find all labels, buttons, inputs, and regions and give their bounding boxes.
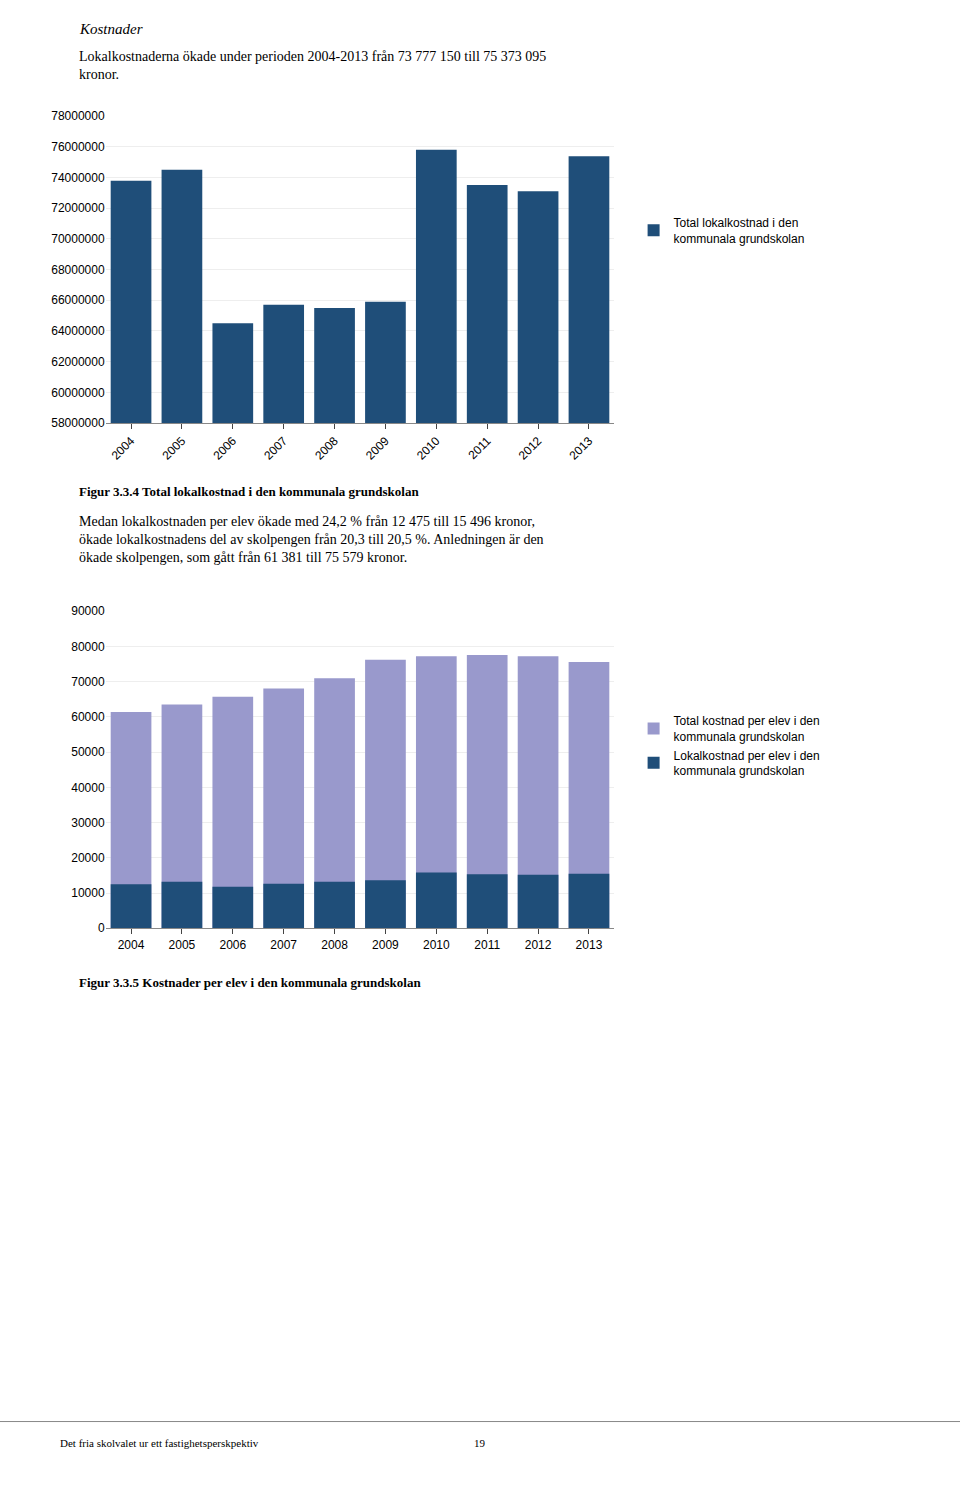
- svg-text:20000: 20000: [71, 851, 105, 865]
- svg-text:Medan lokalkostnaden per elev: Medan lokalkostnaden per elev ökade med …: [79, 514, 544, 565]
- svg-text:2004: 2004: [109, 434, 138, 463]
- svg-text:70000: 70000: [71, 675, 105, 689]
- svg-text:2007: 2007: [261, 434, 290, 463]
- svg-text:0: 0: [98, 921, 105, 935]
- svg-text:2005: 2005: [169, 938, 196, 952]
- svg-text:2007: 2007: [270, 938, 297, 952]
- svg-text:2010: 2010: [414, 434, 443, 463]
- svg-text:19: 19: [474, 1437, 486, 1449]
- svg-text:74000000: 74000000: [51, 171, 105, 185]
- svg-text:64000000: 64000000: [51, 324, 105, 338]
- svg-text:2012: 2012: [525, 938, 552, 952]
- svg-text:68000000: 68000000: [51, 263, 105, 277]
- svg-text:2013: 2013: [576, 938, 603, 952]
- svg-text:Lokalkostnad per elev i denkom: Lokalkostnad per elev i denkommunala gru…: [674, 749, 820, 779]
- svg-text:50000: 50000: [71, 745, 105, 759]
- svg-text:60000000: 60000000: [51, 386, 105, 400]
- svg-text:40000: 40000: [71, 781, 105, 795]
- svg-text:Det fria skolvalet ur ett fast: Det fria skolvalet ur ett fastighetspers…: [60, 1437, 259, 1449]
- svg-text:2005: 2005: [160, 434, 189, 463]
- svg-text:2006: 2006: [210, 434, 239, 463]
- svg-text:Kostnader: Kostnader: [79, 21, 143, 37]
- svg-text:76000000: 76000000: [51, 140, 105, 154]
- svg-text:80000: 80000: [71, 640, 105, 654]
- svg-text:2008: 2008: [321, 938, 348, 952]
- svg-text:Figur 3.3.4 Total lokalkostnad: Figur 3.3.4 Total lokalkostnad i den kom…: [79, 484, 419, 499]
- svg-text:Total kostnad per elev i denko: Total kostnad per elev i denkommunala gr…: [674, 714, 820, 744]
- svg-text:2009: 2009: [363, 434, 392, 463]
- svg-text:2006: 2006: [219, 938, 246, 952]
- svg-text:62000000: 62000000: [51, 355, 105, 369]
- svg-text:72000000: 72000000: [51, 201, 105, 215]
- svg-text:30000: 30000: [71, 816, 105, 830]
- svg-text:2009: 2009: [372, 938, 399, 952]
- svg-text:58000000: 58000000: [51, 416, 105, 430]
- svg-text:2008: 2008: [312, 434, 341, 463]
- svg-text:Lokalkostnaderna ökade under p: Lokalkostnaderna ökade under perioden 20…: [79, 49, 546, 82]
- svg-text:2011: 2011: [474, 938, 500, 952]
- svg-text:2004: 2004: [118, 938, 145, 952]
- svg-text:Total lokalkostnad i denkommun: Total lokalkostnad i denkommunala grunds…: [674, 216, 805, 246]
- svg-text:2011: 2011: [465, 434, 493, 462]
- svg-text:2012: 2012: [516, 434, 545, 463]
- svg-text:10000: 10000: [71, 886, 105, 900]
- svg-text:Figur 3.3.5 Kostnader per elev: Figur 3.3.5 Kostnader per elev i den kom…: [79, 975, 421, 990]
- svg-text:66000000: 66000000: [51, 293, 105, 307]
- svg-text:2010: 2010: [423, 938, 450, 952]
- svg-text:90000: 90000: [71, 604, 105, 618]
- svg-text:70000000: 70000000: [51, 232, 105, 246]
- svg-text:60000: 60000: [71, 710, 105, 724]
- svg-text:2013: 2013: [567, 434, 596, 463]
- svg-text:78000000: 78000000: [51, 109, 105, 123]
